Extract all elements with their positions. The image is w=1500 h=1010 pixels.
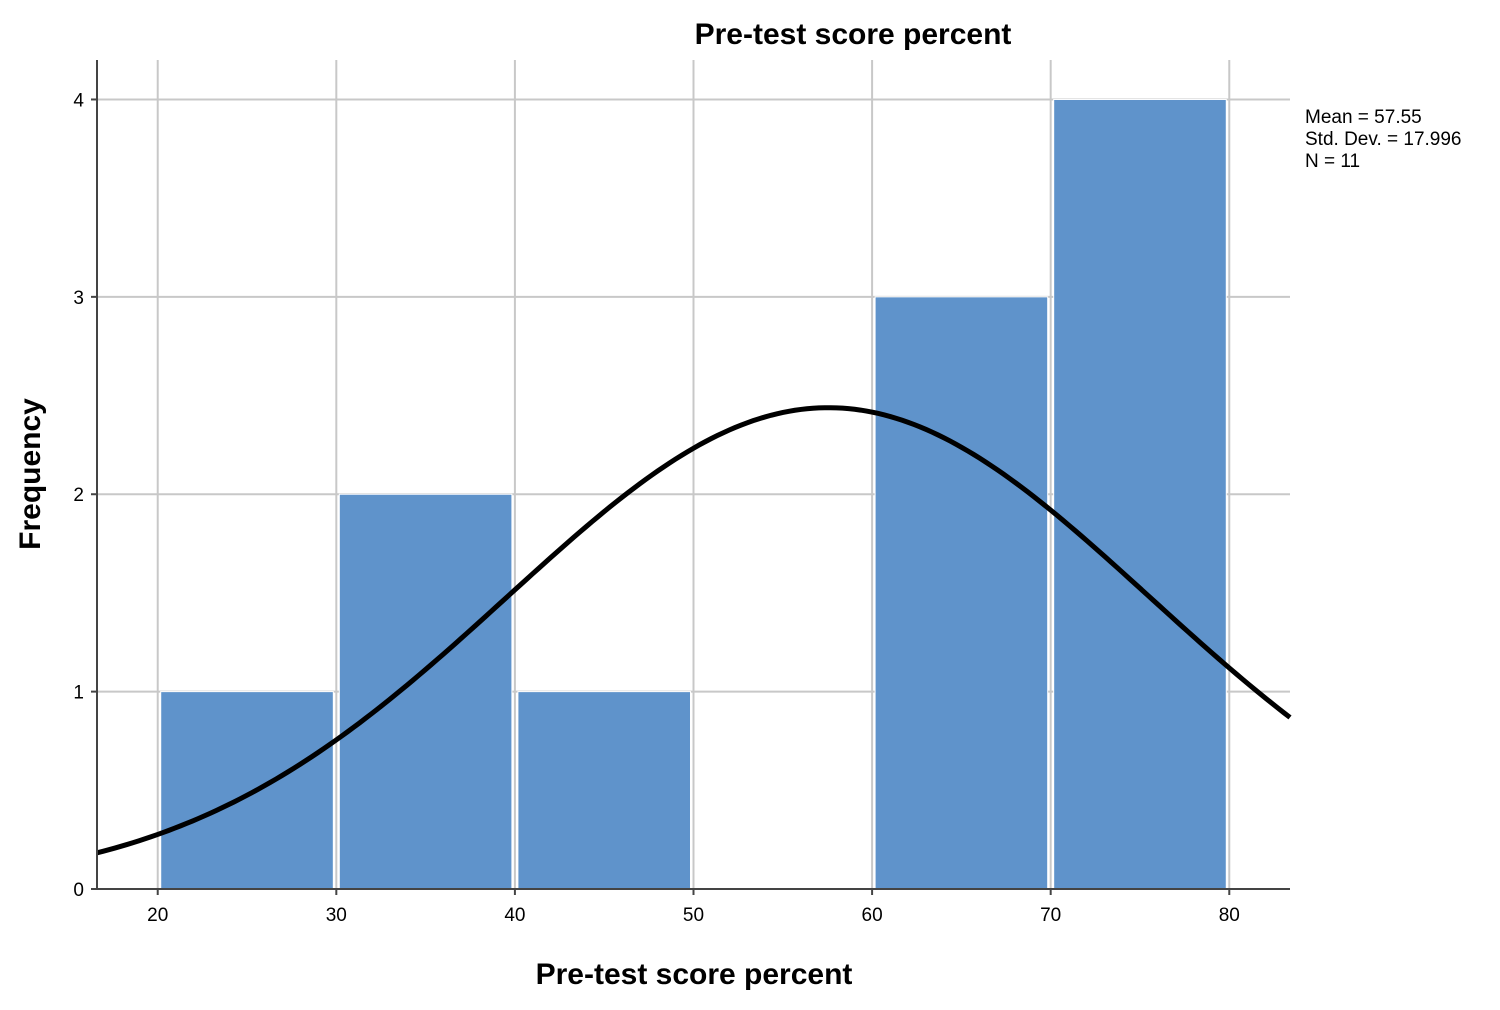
bar-20-30 [160,691,334,890]
chart-title: Pre-test score percent [695,18,1012,51]
y-tick-label-2: 2 [73,485,84,506]
x-tick-label-70: 70 [1040,905,1061,926]
stats-mean: Mean = 57.55 [1305,107,1422,128]
x-tick-label-20: 20 [147,905,168,926]
bar-30-40 [338,493,513,890]
bars [160,98,1227,890]
stats-box: Mean = 57.55 Std. Dev. = 17.996 N = 11 [1305,107,1462,172]
bar-60-70 [874,296,1049,890]
y-tick-label-4: 4 [73,90,84,111]
bar-40-50 [517,691,691,890]
y-tick-label-1: 1 [73,683,84,704]
y-tick-label-3: 3 [73,288,84,309]
tick-labels: 20 30 40 50 60 70 80 0 1 2 3 4 [73,90,1239,926]
x-tick-label-50: 50 [683,905,704,926]
bar-70-80 [1053,98,1227,890]
y-axis-label: Frequency [14,398,47,550]
normal-curve [96,405,1292,856]
x-tick-label-30: 30 [326,905,347,926]
x-tick-label-40: 40 [504,905,525,926]
y-tick-label-0: 0 [73,880,84,901]
axes [91,60,1290,895]
x-axis-label: Pre-test score percent [536,958,853,991]
x-tick-label-60: 60 [862,905,883,926]
stats-n: N = 11 [1305,151,1360,172]
stats-std-dev: Std. Dev. = 17.996 [1305,129,1462,150]
x-tick-label-80: 80 [1219,905,1240,926]
